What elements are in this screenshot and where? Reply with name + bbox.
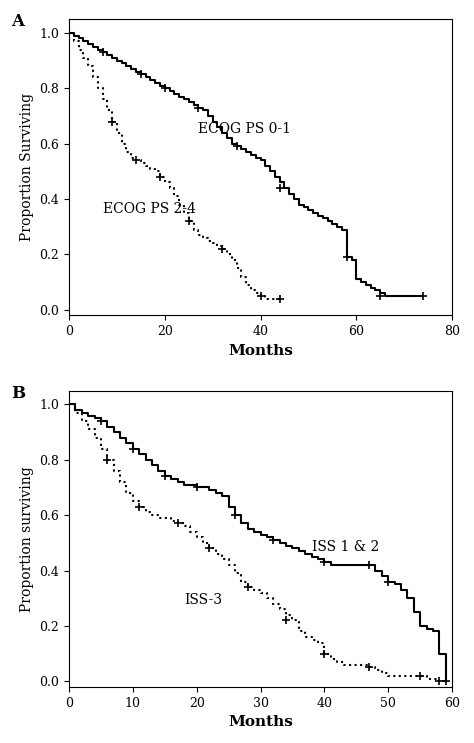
Text: B: B [11, 385, 26, 402]
X-axis label: Months: Months [228, 343, 293, 357]
Text: ISS 1 & 2: ISS 1 & 2 [311, 540, 379, 554]
Text: A: A [11, 13, 25, 30]
X-axis label: Months: Months [228, 715, 293, 729]
Text: ECOG PS 2-4: ECOG PS 2-4 [102, 202, 195, 216]
Text: ISS-3: ISS-3 [184, 593, 222, 607]
Y-axis label: Proportion surviving: Proportion surviving [20, 466, 34, 611]
Text: ECOG PS 0-1: ECOG PS 0-1 [198, 122, 292, 136]
Y-axis label: Proportion Surviving: Proportion Surviving [20, 93, 34, 241]
